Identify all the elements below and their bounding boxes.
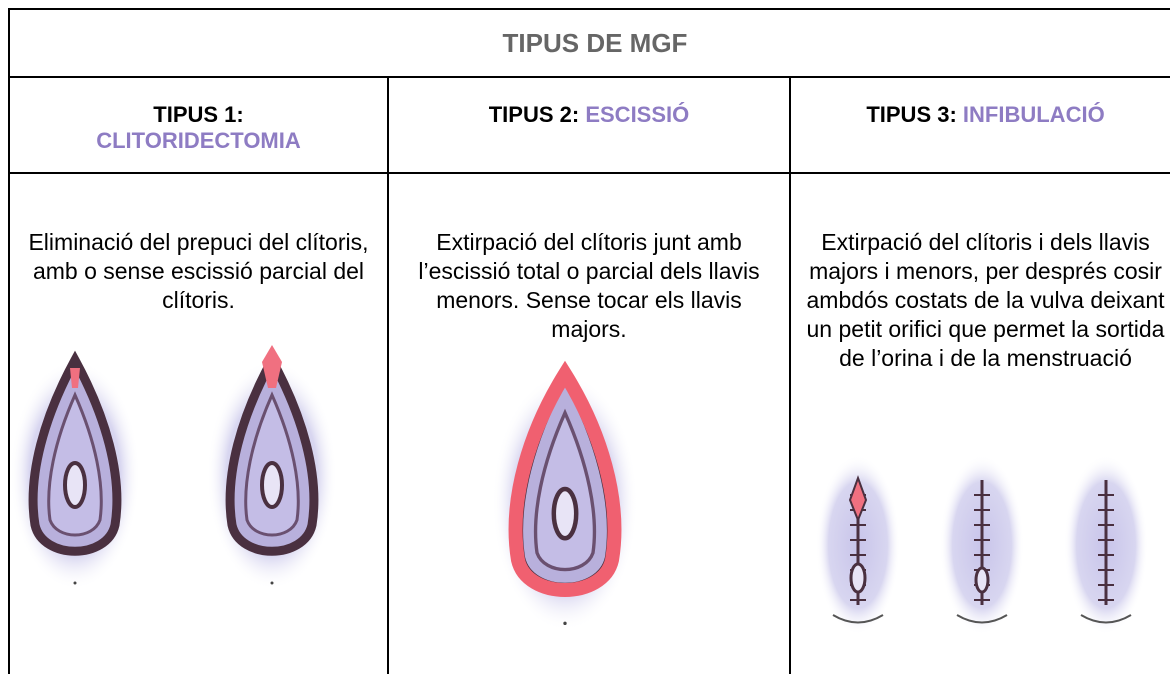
illustration-type-1 — [10, 345, 337, 590]
type-label: TIPUS 1: — [153, 102, 244, 127]
type-label: TIPUS 3: — [866, 102, 957, 127]
type-header: TIPUS 2: ESCISSIÓ — [387, 76, 791, 174]
type-name: CLITORIDECTOMIA — [96, 128, 301, 153]
type-description: Eliminació del prepuci del clítoris, amb… — [28, 229, 369, 313]
type-label: TIPUS 2: — [488, 102, 580, 127]
type-name: INFIBULACIÓ — [962, 102, 1105, 127]
table-title: TIPUS DE MGF — [7, 8, 1170, 78]
type-name: ESCISSIÓ — [585, 102, 690, 127]
illustration-type-3 — [814, 453, 1150, 637]
type-description: Extirpació del clítoris i dels llavis ma… — [806, 229, 1165, 371]
illustration-type-2 — [492, 360, 638, 632]
type-header: TIPUS 1: CLITORIDECTOMIA — [8, 76, 389, 174]
type-header: TIPUS 3: INFIBULACIÓ — [788, 76, 1170, 174]
type-description: Extirpació del clítoris junt amb l’escis… — [418, 229, 760, 342]
